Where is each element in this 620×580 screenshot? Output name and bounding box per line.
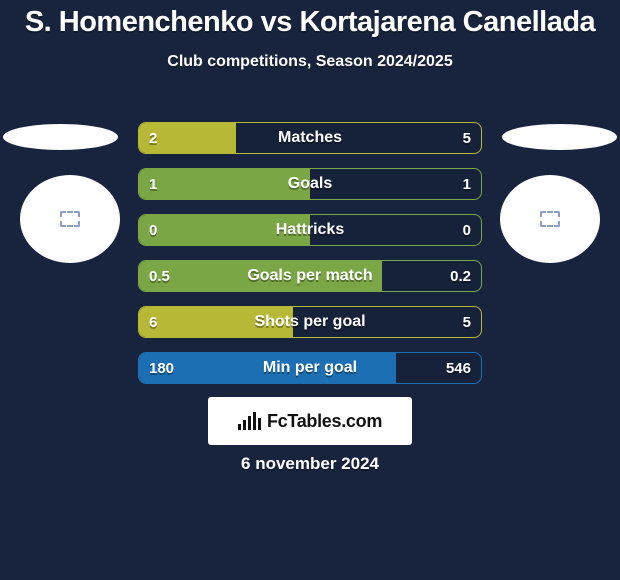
stat-row: 180546Min per goal	[138, 352, 482, 384]
page-title: S. Homenchenko vs Kortajarena Canellada	[0, 0, 620, 39]
page-subtitle: Club competitions, Season 2024/2025	[0, 53, 620, 71]
stat-row: 11Goals	[138, 168, 482, 200]
stat-row: 25Matches	[138, 122, 482, 154]
stat-label: Shots per goal	[139, 307, 481, 337]
stat-row: 65Shots per goal	[138, 306, 482, 338]
brand-badge: FcTables.com	[208, 397, 412, 445]
player-left-avatar	[20, 175, 120, 263]
stat-row: 00Hattricks	[138, 214, 482, 246]
stat-label: Hattricks	[139, 215, 481, 245]
stat-label: Matches	[139, 123, 481, 153]
stat-label: Min per goal	[139, 353, 481, 383]
player-left-ellipse	[3, 124, 118, 150]
stats-bars: 25Matches 11Goals 00Hattricks 0.50.2Goals p…	[138, 122, 482, 398]
player-right-ellipse	[502, 124, 617, 150]
infographic-date: 6 november 2024	[0, 454, 620, 474]
stat-label: Goals	[139, 169, 481, 199]
stat-row: 0.50.2Goals per match	[138, 260, 482, 292]
stat-label: Goals per match	[139, 261, 481, 291]
player-right-avatar	[500, 175, 600, 263]
brand-bars-icon	[238, 412, 261, 430]
brand-text: FcTables.com	[267, 411, 382, 432]
comparison-infographic: S. Homenchenko vs Kortajarena Canellada …	[0, 0, 620, 580]
avatar-placeholder-icon	[540, 211, 560, 227]
avatar-placeholder-icon	[60, 211, 80, 227]
